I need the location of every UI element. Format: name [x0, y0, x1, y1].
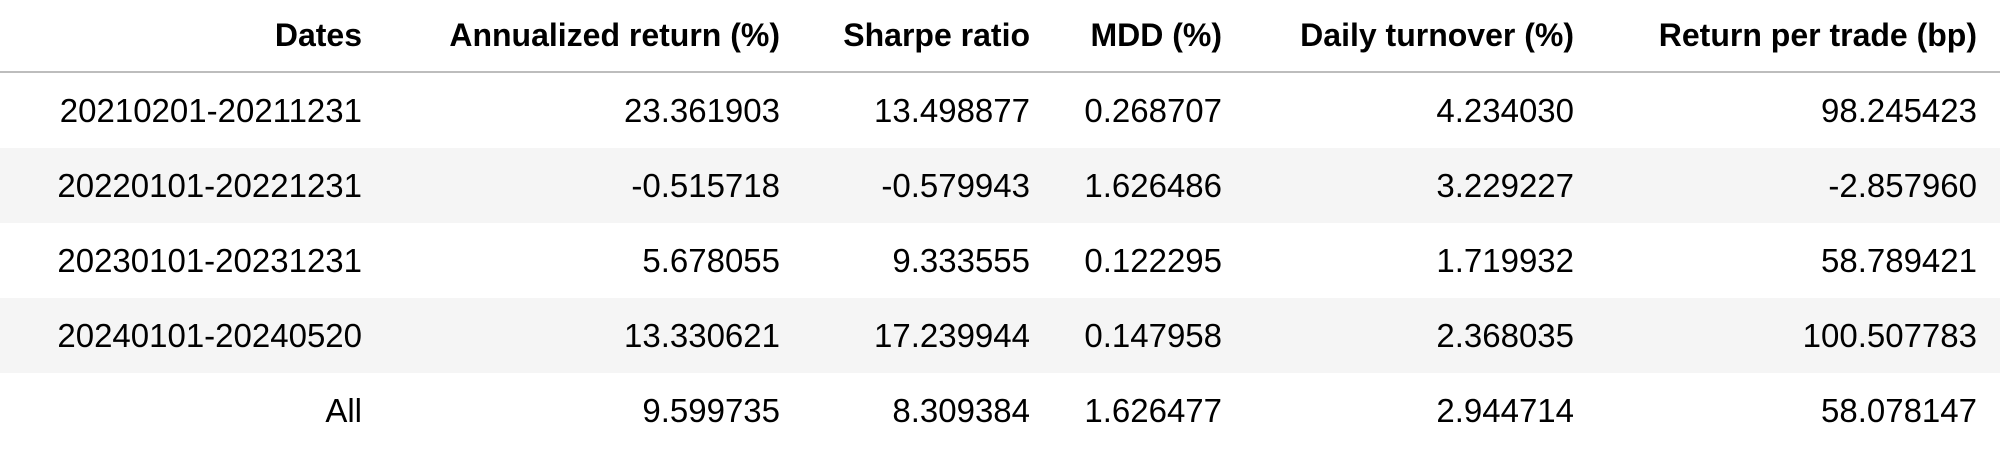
column-header-dates: Dates [274, 17, 362, 53]
table-row: 20230101-20231231 5.678055 9.333555 0.12… [0, 223, 2000, 298]
cell-annualized-return: 13.330621 [624, 316, 780, 354]
cell-mdd: 0.268707 [1084, 91, 1222, 129]
cell-daily-turnover: 2.944714 [1436, 391, 1574, 429]
table-row: 20210201-20211231 23.361903 13.498877 0.… [0, 73, 2000, 148]
cell-sharpe-ratio: 9.333555 [892, 241, 1030, 279]
column-header-sharpe-ratio: Sharpe ratio [843, 17, 1030, 53]
cell-annualized-return: 23.361903 [624, 91, 780, 129]
cell-daily-turnover: 4.234030 [1436, 91, 1574, 129]
table-row-summary: All 9.599735 8.309384 1.626477 2.944714 … [0, 373, 2000, 448]
cell-mdd: 1.626486 [1084, 166, 1222, 204]
cell-return-per-trade: 100.507783 [1802, 316, 1977, 354]
cell-sharpe-ratio: 17.239944 [874, 316, 1030, 354]
cell-return-per-trade: 58.789421 [1821, 241, 1977, 279]
cell-sharpe-ratio: 13.498877 [874, 91, 1030, 129]
cell-dates: 20230101-20231231 [57, 241, 362, 279]
cell-daily-turnover: 3.229227 [1436, 166, 1574, 204]
cell-return-per-trade: 58.078147 [1821, 391, 1977, 429]
cell-dates: 20210201-20211231 [59, 91, 362, 129]
cell-annualized-return: 5.678055 [642, 241, 780, 279]
cell-return-per-trade: -2.857960 [1828, 166, 1977, 204]
cell-dates: 20220101-20221231 [57, 166, 362, 204]
cell-mdd: 0.122295 [1084, 241, 1222, 279]
cell-sharpe-ratio: -0.579943 [881, 166, 1030, 204]
cell-mdd: 0.147958 [1084, 316, 1222, 354]
cell-dates: 20240101-20240520 [57, 316, 362, 354]
cell-sharpe-ratio: 8.309384 [892, 391, 1030, 429]
cell-annualized-return: 9.599735 [642, 391, 780, 429]
cell-daily-turnover: 2.368035 [1436, 316, 1574, 354]
cell-annualized-return: -0.515718 [631, 166, 780, 204]
column-header-daily-turnover: Daily turnover (%) [1300, 17, 1574, 53]
table-row: 20220101-20221231 -0.515718 -0.579943 1.… [0, 148, 2000, 223]
table-row: 20240101-20240520 13.330621 17.239944 0.… [0, 298, 2000, 373]
cell-daily-turnover: 1.719932 [1436, 241, 1574, 279]
column-header-mdd: MDD (%) [1090, 17, 1222, 53]
cell-dates: All [325, 391, 362, 429]
column-header-annualized-return: Annualized return (%) [449, 17, 780, 53]
table-header-row: Dates Annualized return (%) Sharpe ratio… [0, 0, 2000, 73]
column-header-return-per-trade: Return per trade (bp) [1658, 17, 1977, 53]
cell-mdd: 1.626477 [1084, 391, 1222, 429]
cell-return-per-trade: 98.245423 [1821, 91, 1977, 129]
